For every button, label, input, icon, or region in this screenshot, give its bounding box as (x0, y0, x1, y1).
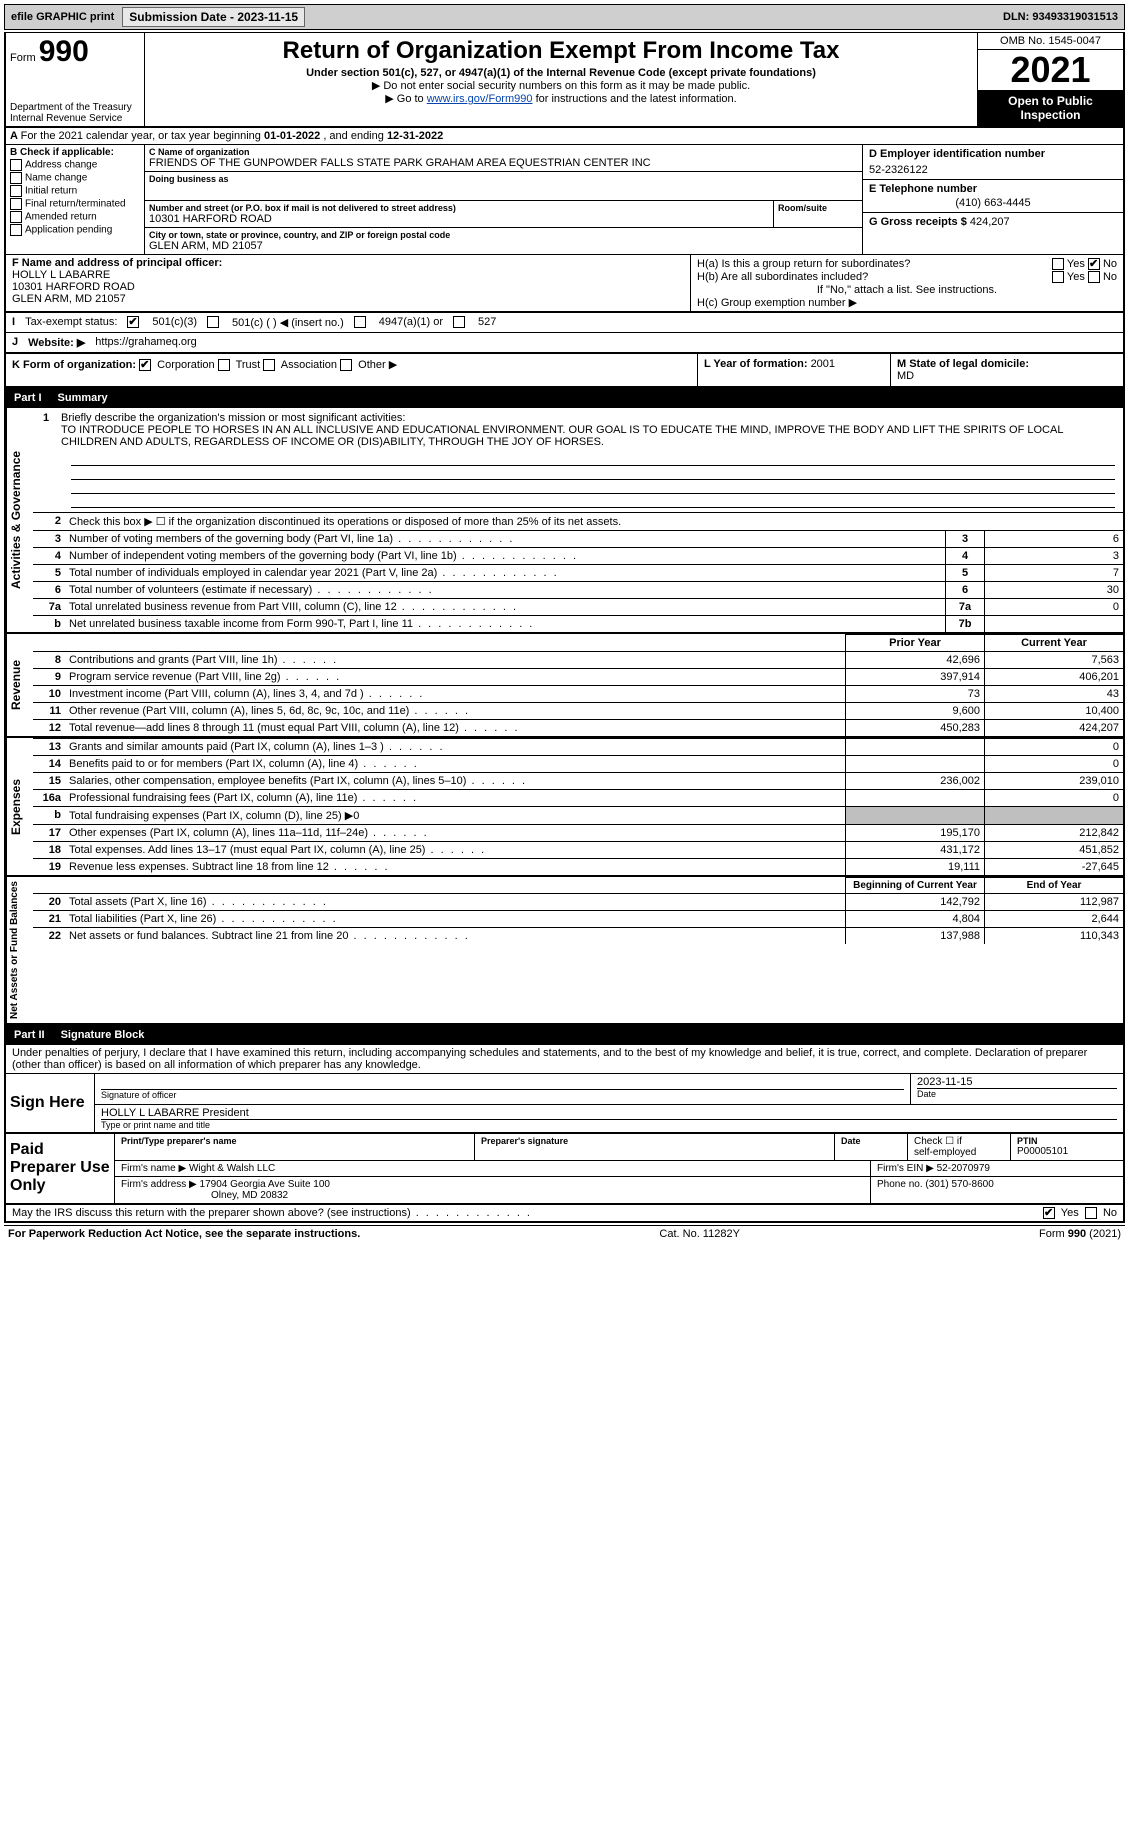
irs-link[interactable]: www.irs.gov/Form990 (427, 93, 533, 105)
check-if-applicable: B Check if applicable: Address change Na… (6, 145, 145, 254)
signature-block: Under penalties of perjury, I declare th… (4, 1045, 1125, 1134)
firm-ein: 52-2070979 (937, 1163, 990, 1174)
ha-yes[interactable] (1052, 258, 1064, 270)
page-footer: For Paperwork Reduction Act Notice, see … (4, 1225, 1125, 1242)
expenses-table: 13Grants and similar amounts paid (Part … (33, 738, 1123, 875)
officer-name: HOLLY L LABARRE President (101, 1107, 1117, 1119)
table-row: 12Total revenue—add lines 8 through 11 (… (33, 719, 1123, 736)
omb-year-box: OMB No. 1545-0047 2021 Open to Public In… (977, 33, 1123, 126)
revenue-table: Prior Year Current Year 8Contributions a… (33, 634, 1123, 736)
year-header-row: Prior Year Current Year (33, 634, 1123, 651)
firm-name: Wight & Walsh LLC (189, 1163, 275, 1174)
table-row: 2Check this box ▶ ☐ if the organization … (33, 512, 1123, 530)
discuss-yes[interactable] (1043, 1207, 1055, 1219)
ptin: P00005101 (1017, 1146, 1117, 1157)
irs-discuss-row: May the IRS discuss this return with the… (4, 1205, 1125, 1223)
gross-receipts-field: G Gross receipts $ 424,207 (863, 213, 1123, 254)
check-address-change[interactable] (10, 159, 22, 171)
efile-label: efile GRAPHIC print (5, 9, 120, 25)
hb-yes[interactable] (1052, 271, 1064, 283)
501c3-check[interactable] (127, 316, 139, 328)
table-row: 19Revenue less expenses. Subtract line 1… (33, 858, 1123, 875)
table-row: bTotal fundraising expenses (Part IX, co… (33, 806, 1123, 824)
net-assets-section: Net Assets or Fund Balances Beginning of… (4, 877, 1125, 1025)
topbar: efile GRAPHIC print Submission Date - 20… (4, 4, 1125, 30)
org-name-field: C Name of organization FRIENDS OF THE GU… (145, 145, 862, 172)
row-a-tax-year: A For the 2021 calendar year, or tax yea… (4, 128, 1125, 145)
address-field: Number and street (or P.O. box if mail i… (145, 201, 774, 228)
firm-phone: (301) 570-8600 (925, 1179, 993, 1190)
other-check[interactable] (340, 359, 352, 371)
table-row: 22Net assets or fund balances. Subtract … (33, 927, 1123, 944)
part-i-header: Part I Summary (4, 388, 1125, 408)
row-i-tax-status: I Tax-exempt status: 501(c)(3) 501(c) ( … (4, 313, 1125, 333)
dln: DLN: 93493319031513 (997, 9, 1124, 25)
section-b-g: B Check if applicable: Address change Na… (4, 145, 1125, 254)
signature-date: 2023-11-15 (917, 1076, 1117, 1088)
table-row: 6Total number of volunteers (estimate if… (33, 581, 1123, 598)
table-row: 13Grants and similar amounts paid (Part … (33, 738, 1123, 755)
table-row: 8Contributions and grants (Part VIII, li… (33, 651, 1123, 668)
dba-field: Doing business as (145, 172, 862, 201)
check-initial-return[interactable] (10, 185, 22, 197)
paid-preparer: Paid Preparer Use Only Print/Type prepar… (4, 1134, 1125, 1205)
ha-no[interactable] (1088, 258, 1100, 270)
table-row: 9Program service revenue (Part VIII, lin… (33, 668, 1123, 685)
na-header-row: Beginning of Current Year End of Year (33, 877, 1123, 893)
527-check[interactable] (453, 316, 465, 328)
501c-check[interactable] (207, 316, 219, 328)
section-f-h: F Name and address of principal officer:… (4, 254, 1125, 313)
phone-field: E Telephone number (410) 663-4445 (863, 180, 1123, 213)
room-suite-field: Room/suite (774, 201, 862, 228)
hb-no[interactable] (1088, 271, 1100, 283)
form-title: Return of Organization Exempt From Incom… (153, 37, 969, 65)
net-assets-table: Beginning of Current Year End of Year 20… (33, 877, 1123, 944)
principal-officer: F Name and address of principal officer:… (6, 255, 691, 311)
table-row: 15Salaries, other compensation, employee… (33, 772, 1123, 789)
assoc-check[interactable] (263, 359, 275, 371)
table-row: 3Number of voting members of the governi… (33, 530, 1123, 547)
activities-governance: Activities & Governance 1 Briefly descri… (4, 408, 1125, 634)
trust-check[interactable] (218, 359, 230, 371)
expenses-section: Expenses 13Grants and similar amounts pa… (4, 738, 1125, 877)
table-row: 17Other expenses (Part IX, column (A), l… (33, 824, 1123, 841)
form-number-box: Form 990 Department of the Treasury Inte… (6, 33, 145, 126)
table-row: 18Total expenses. Add lines 13–17 (must … (33, 841, 1123, 858)
table-row: 7aTotal unrelated business revenue from … (33, 598, 1123, 615)
corp-check[interactable] (139, 359, 151, 371)
group-return: H(a) Is this a group return for subordin… (691, 255, 1123, 311)
table-row: 10Investment income (Part VIII, column (… (33, 685, 1123, 702)
table-row: 4Number of independent voting members of… (33, 547, 1123, 564)
form-header: Form 990 Department of the Treasury Inte… (4, 32, 1125, 128)
ein-field: D Employer identification number 52-2326… (863, 145, 1123, 180)
check-final-return[interactable] (10, 198, 22, 210)
table-row: 20Total assets (Part X, line 16)142,7921… (33, 893, 1123, 910)
table-row: 11Other revenue (Part VIII, column (A), … (33, 702, 1123, 719)
discuss-no[interactable] (1085, 1207, 1097, 1219)
check-name-change[interactable] (10, 172, 22, 184)
row-j-website: J Website: ▶ https://grahameq.org (4, 333, 1125, 354)
governance-table: 2Check this box ▶ ☐ if the organization … (33, 512, 1123, 632)
table-row: 21Total liabilities (Part X, line 26)4,8… (33, 910, 1123, 927)
city-field: City or town, state or province, country… (145, 228, 862, 254)
submission-date-btn[interactable]: Submission Date - 2023-11-15 (122, 7, 305, 27)
form-title-box: Return of Organization Exempt From Incom… (145, 33, 977, 126)
table-row: bNet unrelated business taxable income f… (33, 615, 1123, 632)
table-row: 5Total number of individuals employed in… (33, 564, 1123, 581)
check-application-pending[interactable] (10, 224, 22, 236)
table-row: 16aProfessional fundraising fees (Part I… (33, 789, 1123, 806)
part-ii-header: Part II Signature Block (4, 1025, 1125, 1045)
mission-statement: 1 Briefly describe the organization's mi… (33, 408, 1123, 512)
4947-check[interactable] (354, 316, 366, 328)
revenue-section: Revenue Prior Year Current Year 8Contrib… (4, 634, 1125, 738)
table-row: 14Benefits paid to or for members (Part … (33, 755, 1123, 772)
check-amended[interactable] (10, 211, 22, 223)
row-k-form-org: K Form of organization: Corporation Trus… (4, 354, 1125, 388)
